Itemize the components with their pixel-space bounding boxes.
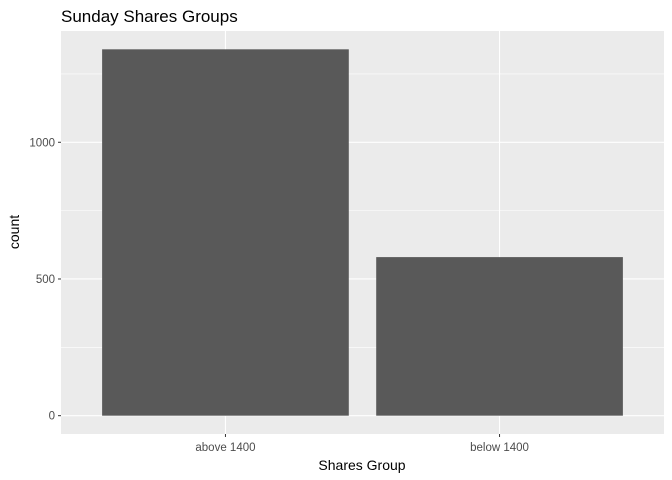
bar-below-1400 — [376, 257, 623, 416]
y-axis-title: count — [6, 215, 22, 249]
y-tick-label: 0 — [49, 411, 55, 423]
x-axis-title: Shares Group — [318, 457, 405, 473]
y-tick-label: 1000 — [29, 137, 55, 149]
bar-above-1400 — [102, 49, 349, 416]
bar-layer — [102, 49, 623, 416]
axis-layer: 0 500 1000 above 1400 below 1400 — [29, 137, 529, 454]
x-tick-label: above 1400 — [195, 442, 255, 454]
chart-title: Sunday Shares Groups — [61, 7, 238, 26]
y-tick-label: 500 — [36, 274, 55, 286]
x-tick-label: below 1400 — [470, 442, 529, 454]
